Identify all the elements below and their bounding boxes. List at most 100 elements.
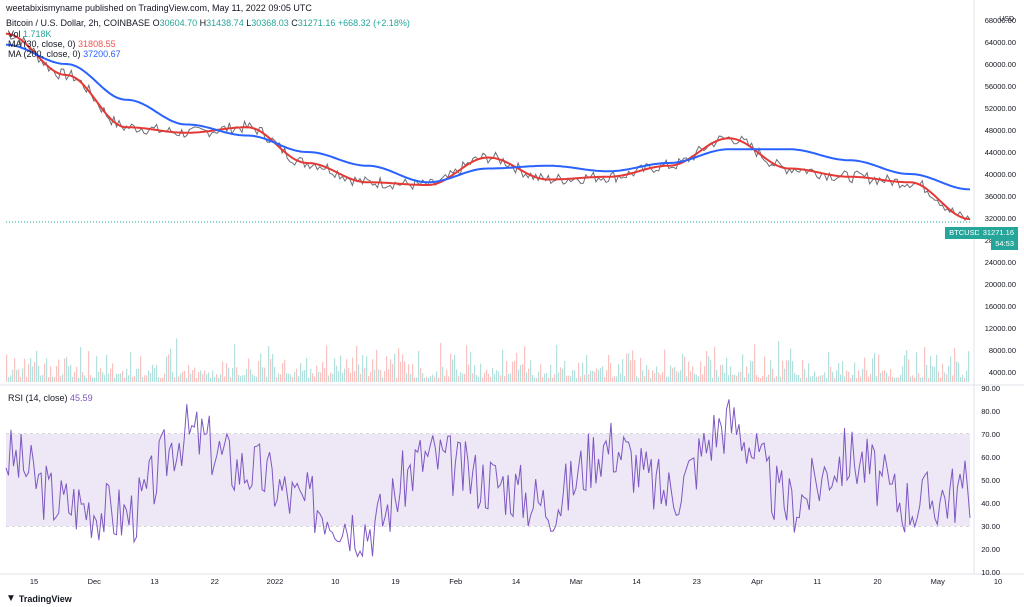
volume-bar xyxy=(702,374,704,382)
volume-bar xyxy=(314,376,316,382)
volume-bar xyxy=(876,376,878,382)
volume-bar xyxy=(870,374,872,382)
volume-bar xyxy=(130,352,132,382)
volume-bar xyxy=(708,356,710,382)
volume-bar xyxy=(390,359,392,382)
time-tick-label: 14 xyxy=(632,577,640,586)
volume-bar xyxy=(584,374,586,382)
ma30-label: MA (30, close, 0) xyxy=(8,39,76,49)
volume-bar xyxy=(406,373,408,382)
volume-bar xyxy=(340,355,342,382)
rsi-tick-label: 70.00 xyxy=(981,430,1000,439)
volume-bar xyxy=(238,374,240,382)
volume-bar xyxy=(532,374,534,382)
volume-bar xyxy=(822,374,824,382)
volume-bar xyxy=(562,368,564,382)
volume-bar xyxy=(220,374,222,382)
volume-bar xyxy=(382,377,384,382)
volume-bar xyxy=(58,359,60,382)
volume-bar xyxy=(28,363,30,382)
volume-bar xyxy=(150,372,152,382)
volume-bar xyxy=(392,363,394,382)
rsi-tick-label: 20.00 xyxy=(981,545,1000,554)
volume-bar xyxy=(254,375,256,382)
volume-bar xyxy=(688,361,690,382)
volume-bar xyxy=(234,344,236,382)
volume-bar xyxy=(206,374,208,382)
volume-bar xyxy=(604,377,606,382)
volume-bar xyxy=(462,373,464,382)
volume-bar xyxy=(264,367,266,382)
rsi-tick-label: 50.00 xyxy=(981,476,1000,485)
volume-bar xyxy=(352,357,354,382)
volume-bar xyxy=(190,373,192,382)
volume-bar xyxy=(730,366,732,382)
volume-bar xyxy=(236,367,238,382)
volume-bar xyxy=(734,374,736,382)
volume-bar xyxy=(370,371,372,382)
volume-bar xyxy=(488,373,490,382)
volume-bar xyxy=(332,373,334,382)
volume-bar xyxy=(506,361,508,382)
price-tick-label: 12000.00 xyxy=(985,324,1016,333)
volume-bar xyxy=(74,371,76,382)
volume-bar xyxy=(592,370,594,382)
volume-bar xyxy=(48,376,50,382)
volume-bar xyxy=(492,367,494,382)
volume-bar xyxy=(526,372,528,382)
volume-bar xyxy=(112,363,114,382)
ma200-value: 37200.67 xyxy=(83,49,121,59)
volume-bar xyxy=(646,365,648,382)
volume-bar xyxy=(166,356,168,382)
volume-bar xyxy=(760,377,762,382)
rsi-tick-label: 90.00 xyxy=(981,384,1000,393)
volume-bar xyxy=(402,354,404,382)
volume-bar xyxy=(432,374,434,382)
volume-bar xyxy=(498,371,500,382)
volume-bar xyxy=(324,367,326,382)
volume-bar xyxy=(630,360,632,382)
volume-bar xyxy=(478,376,480,382)
currency-label[interactable]: USD xyxy=(999,16,1014,23)
volume-bar xyxy=(12,369,14,382)
volume-bar xyxy=(962,374,964,382)
volume-bar xyxy=(156,365,158,382)
volume-bar xyxy=(514,361,516,382)
volume-bar xyxy=(670,365,672,382)
volume-bar xyxy=(170,348,172,382)
volume-bar xyxy=(650,377,652,382)
volume-bar xyxy=(290,374,292,382)
price-tick-label: 8000.00 xyxy=(989,346,1016,355)
volume-bar xyxy=(350,372,352,382)
volume-bar xyxy=(486,369,488,382)
volume-bar xyxy=(800,377,802,382)
price-tick-label: 60000.00 xyxy=(985,60,1016,69)
volume-bar xyxy=(574,370,576,382)
volume-bar xyxy=(872,358,874,382)
volume-bar xyxy=(828,351,830,382)
volume-bar xyxy=(200,370,202,382)
volume-bar xyxy=(814,371,816,382)
volume-bar xyxy=(358,364,360,382)
volume-bar xyxy=(88,351,90,382)
open-label: O xyxy=(152,18,160,28)
volume-bar xyxy=(846,370,848,382)
volume-bar xyxy=(40,375,42,382)
volume-bar xyxy=(64,358,66,382)
volume-bar xyxy=(258,361,260,382)
price-tick-label: 48000.00 xyxy=(985,126,1016,135)
tradingview-logo[interactable]: ▼ TradingView xyxy=(6,593,72,604)
volume-bar xyxy=(212,370,214,382)
time-tick-label: 19 xyxy=(391,577,399,586)
price-tick-label: 4000.00 xyxy=(989,368,1016,377)
price-tick-label: 68000.00 xyxy=(985,16,1016,25)
volume-bar xyxy=(216,374,218,382)
volume-bar xyxy=(836,370,838,382)
volume-bar xyxy=(620,373,622,382)
volume-bar xyxy=(684,356,686,382)
volume-bar xyxy=(334,358,336,382)
volume-bar xyxy=(418,351,420,382)
volume-bar xyxy=(958,362,960,382)
volume-bar xyxy=(194,367,196,382)
